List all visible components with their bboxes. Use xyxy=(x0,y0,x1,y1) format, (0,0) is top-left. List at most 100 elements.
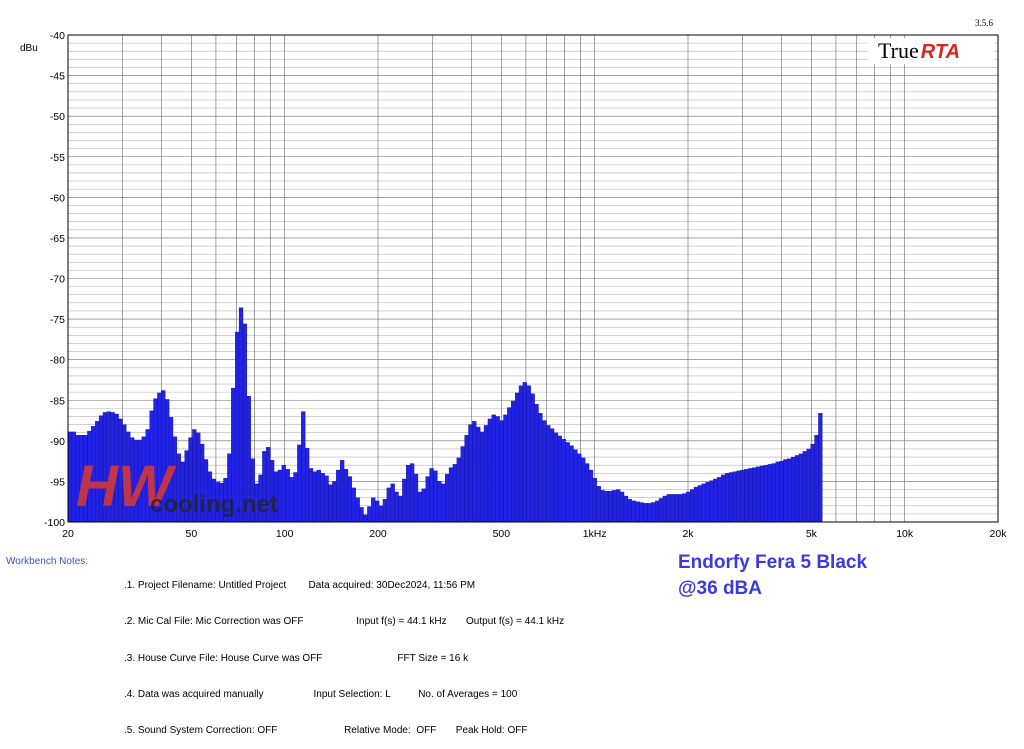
spectrum-bar xyxy=(394,491,399,523)
spectrum-bar xyxy=(763,465,769,523)
spectrum-bar xyxy=(569,445,574,523)
spectrum-bar xyxy=(479,431,485,523)
y-tick-label: -95 xyxy=(50,476,65,488)
spectrum-bar xyxy=(791,456,796,523)
spectrum-bar xyxy=(421,488,426,523)
spectrum-bar xyxy=(732,471,737,523)
spectrum-bar xyxy=(378,505,384,523)
spectrum-bar xyxy=(359,507,364,523)
spectrum-bar xyxy=(351,487,356,523)
x-tick-label: 100 xyxy=(276,528,294,540)
spectrum-bar xyxy=(355,497,360,523)
watermark-text: cooling.net xyxy=(150,491,278,518)
spectrum-bar xyxy=(561,439,566,523)
spectrum-bar xyxy=(701,483,706,523)
spectrum-bar xyxy=(581,457,586,523)
spectrum-bar xyxy=(623,495,629,523)
spectrum-bar xyxy=(608,490,613,523)
spectrum-bar xyxy=(631,500,636,523)
spectrum-bar xyxy=(619,491,625,523)
y-tick-label: -40 xyxy=(50,30,65,42)
spectrum-bar xyxy=(604,490,609,523)
spectrum-bar xyxy=(612,490,617,523)
spectrum-bar xyxy=(483,425,489,523)
spectrum-bar xyxy=(312,471,318,523)
caption-title: Endorfy Fera 5 Black xyxy=(678,552,868,573)
spectrum-bar xyxy=(511,400,516,523)
spectrum-bar xyxy=(588,469,594,523)
spectrum-bar xyxy=(514,392,520,523)
spectrum-bar xyxy=(285,469,290,523)
y-tick-label: -100 xyxy=(44,517,65,529)
note-line: .5. Sound System Correction: OFF Relativ… xyxy=(124,725,528,737)
workbench-notes: .1. Project Filename: Untitled Project D… xyxy=(124,556,564,749)
spectrum-bar xyxy=(460,446,465,523)
spectrum-bar xyxy=(693,486,699,523)
spectrum-bar xyxy=(682,493,687,523)
logo-rta: RTA xyxy=(920,41,961,63)
y-tick-label: -90 xyxy=(50,436,65,448)
spectrum-bar xyxy=(744,469,749,523)
spectrum-bars xyxy=(67,307,823,523)
spectrum-bar xyxy=(67,431,73,523)
spectrum-bar xyxy=(553,432,559,523)
spectrum-bar xyxy=(332,481,337,523)
spectrum-bar xyxy=(639,502,644,523)
y-tick-label: -65 xyxy=(50,233,65,245)
spectrum-bar xyxy=(308,468,314,523)
spectrum-bar xyxy=(810,443,815,523)
spectrum-bar xyxy=(717,477,722,523)
spectrum-bar xyxy=(301,411,306,523)
spectrum-bar xyxy=(549,428,555,523)
y-axis-label: dBu xyxy=(20,43,38,54)
spectrum-bar xyxy=(444,473,450,523)
spectrum-bar xyxy=(736,470,741,523)
spectrum-bar xyxy=(425,476,430,523)
spectrum-bar xyxy=(658,498,664,523)
spectrum-bar xyxy=(724,473,730,523)
logo-true: True xyxy=(878,38,919,63)
spectrum-bar xyxy=(347,476,353,523)
spectrum-bar xyxy=(526,385,531,523)
hwcooling-watermark: HW cooling.net xyxy=(76,454,278,519)
spectrum-bar xyxy=(643,503,648,523)
workbench-notes-label: Workbench Notes: xyxy=(6,556,89,567)
spectrum-bar xyxy=(386,487,391,523)
spectrum-bar xyxy=(433,470,438,523)
spectrum-bar xyxy=(542,420,547,523)
spectrum-bar xyxy=(600,490,605,523)
spectrum-bar xyxy=(565,442,570,523)
spectrum-bar xyxy=(503,414,508,523)
spectrum-bar xyxy=(798,453,804,523)
note-line: .2. Mic Cal File: Mic Correction was OFF… xyxy=(124,616,565,628)
spectrum-bar xyxy=(674,494,679,523)
x-tick-label: 20k xyxy=(990,528,1008,540)
spectrum-bar xyxy=(779,460,784,523)
spectrum-bar xyxy=(328,484,333,523)
spectrum-bar xyxy=(771,463,776,523)
spectrum-bar xyxy=(689,489,695,523)
y-tick-label: -70 xyxy=(50,274,65,286)
caption-subtitle: @36 dBA xyxy=(678,578,762,599)
spectrum-bar xyxy=(538,413,543,523)
x-tick-label: 5k xyxy=(806,528,818,540)
spectrum-bar xyxy=(406,465,411,523)
y-tick-label: -50 xyxy=(50,111,65,123)
truerta-logo: True RTA xyxy=(868,38,994,64)
spectrum-bar xyxy=(627,499,632,523)
spectrum-bar xyxy=(756,466,761,523)
spectrum-bar xyxy=(651,502,656,523)
spectrum-bar xyxy=(635,501,640,523)
spectrum-bar xyxy=(452,464,458,523)
spectrum-bar xyxy=(534,404,539,523)
spectrum-bar xyxy=(802,451,807,523)
spectrum-bar xyxy=(721,474,726,523)
spectrum-bar xyxy=(577,453,582,523)
spectrum-bar xyxy=(343,469,349,523)
spectrum-bar xyxy=(794,455,800,523)
x-tick-label: 500 xyxy=(493,528,511,540)
spectrum-bar xyxy=(495,416,500,523)
spectrum-bar xyxy=(464,434,469,523)
spectrum-bar xyxy=(748,468,753,523)
spectrum-bar xyxy=(402,478,407,523)
